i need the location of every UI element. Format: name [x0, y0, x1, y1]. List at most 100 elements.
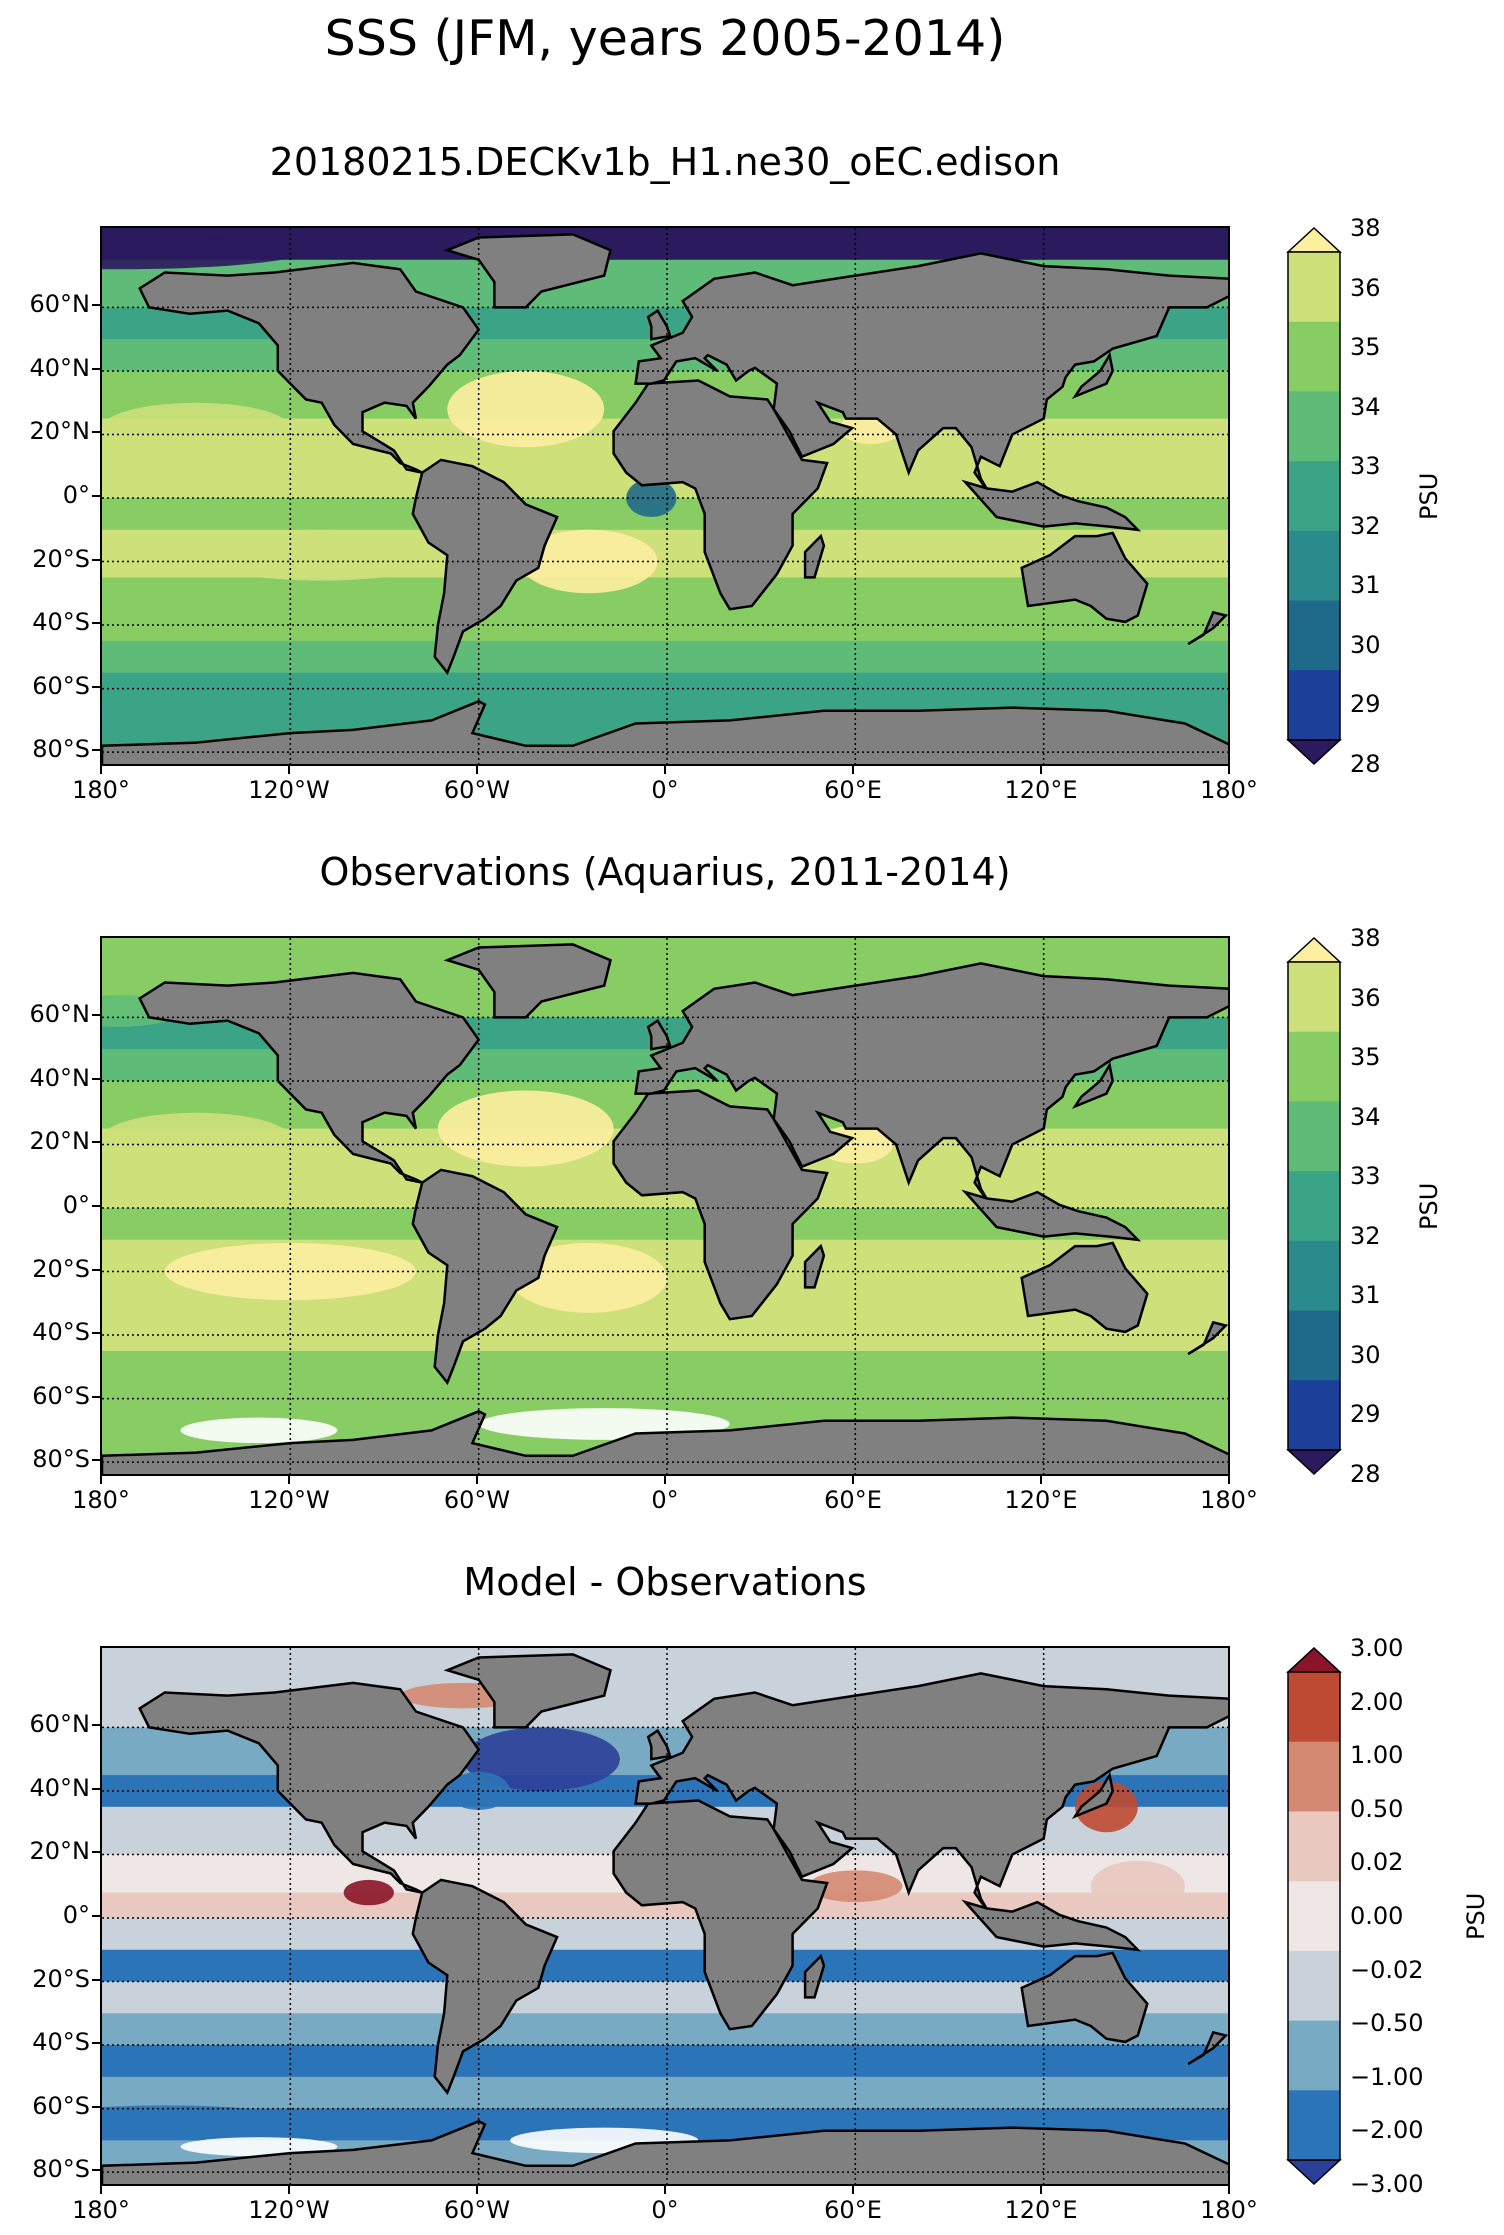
x-tick-label: 180°: [72, 776, 130, 804]
salinity-anomaly-region: [102, 402, 291, 454]
colorbar-segment: [1288, 1881, 1340, 1952]
colorbar-extend-min: [1286, 739, 1342, 766]
colorbar-segment: [1288, 1310, 1340, 1381]
map-panel: [100, 1646, 1230, 2186]
y-tick-label: 80°S: [32, 1445, 90, 1474]
x-tick-label: 0°: [651, 2196, 679, 2224]
landmass: [443, 943, 612, 1019]
x-tick-label: 120°W: [248, 776, 330, 804]
landmass: [634, 962, 1228, 1206]
salinity-band: [102, 2076, 1228, 2110]
colorbar-label: PSU: [1415, 472, 1443, 520]
x-tick-label: 60°E: [824, 1486, 882, 1514]
colorbar-tick-label: 1.00: [1350, 1741, 1404, 1770]
y-tick-label: 20°N: [29, 1127, 91, 1156]
colorbar-label: PSU: [1462, 1892, 1490, 1940]
salinity-anomaly-region: [1090, 1860, 1185, 1912]
landmass: [1187, 1320, 1228, 1356]
y-tick-mark: [92, 495, 100, 497]
colorbar-tick-label: 0.00: [1350, 1902, 1404, 1930]
landmass: [961, 479, 1142, 532]
y-tick-label: 20°S: [32, 544, 90, 573]
y-tick-label: 60°S: [32, 671, 90, 700]
colorbar-segment: [1288, 1741, 1340, 1812]
figure-title: SSS (JFM, years 2005-2014): [324, 10, 1006, 67]
colorbar-label: PSU: [1415, 1182, 1443, 1230]
map-panel: [100, 226, 1230, 766]
y-tick-mark: [92, 1395, 100, 1398]
x-tick-mark: [852, 2186, 854, 2194]
salinity-anomaly-region: [462, 1727, 620, 1791]
colorbar-segment: [1288, 1672, 1340, 1743]
y-tick-mark: [92, 367, 100, 370]
colorbar-tick-label: 33: [1350, 452, 1381, 481]
x-tick-label: 120°E: [1004, 1486, 1078, 1514]
landmass: [646, 308, 672, 341]
colorbar-extend-max: [1286, 936, 1342, 963]
colorbar-segment: [1288, 252, 1340, 323]
colorbar-segment: [1288, 1101, 1340, 1172]
y-tick-label: 40°N: [29, 353, 91, 382]
salinity-anomaly-region: [102, 1112, 291, 1164]
x-tick-label: 60°W: [443, 2196, 511, 2224]
salinity-anomaly-region: [343, 1879, 394, 1906]
map-plot: [102, 938, 1228, 1474]
y-tick-mark: [92, 1014, 100, 1017]
y-tick-label: 40°S: [32, 2028, 90, 2057]
salinity-anomaly-region: [102, 2105, 291, 2131]
x-tick-mark: [664, 2186, 666, 2194]
landmass: [646, 1728, 672, 1761]
salinity-band: [102, 640, 1228, 674]
x-tick-mark: [100, 1476, 102, 1484]
salinity-anomaly-region: [447, 370, 605, 448]
x-tick-label: 120°E: [1004, 776, 1078, 804]
y-tick-label: 40°S: [32, 1318, 90, 1347]
panel-title: Model - Observations: [463, 1560, 867, 1604]
y-tick-label: 40°N: [29, 1063, 91, 1092]
colorbar-tick-label: 36: [1350, 983, 1381, 1012]
colorbar-segment: [1288, 2020, 1340, 2091]
colorbar-tick-label: 31: [1350, 1281, 1381, 1310]
landmass: [961, 1189, 1142, 1242]
landmass: [1071, 1771, 1115, 1820]
colorbar-tick-label: −1.00: [1350, 2062, 1424, 2091]
salinity-anomaly-region: [1075, 1781, 1138, 1833]
y-tick-mark: [92, 749, 100, 752]
x-tick-mark: [288, 766, 290, 774]
colorbar-segment: [1288, 2090, 1340, 2161]
landmass: [1187, 610, 1228, 646]
y-tick-mark: [92, 622, 100, 625]
colorbar-outline: [1287, 1671, 1341, 2161]
colorbar-tick-label: 31: [1350, 571, 1381, 600]
x-tick-mark: [664, 1476, 666, 1484]
colorbar-segment: [1288, 321, 1340, 392]
y-tick-label: 40°S: [32, 608, 90, 637]
y-tick-label: 60°S: [32, 1381, 90, 1410]
colorbar-tick-label: 34: [1350, 392, 1381, 421]
y-tick-mark: [92, 2105, 100, 2108]
landmass: [138, 1681, 481, 1894]
salinity-band: [102, 1949, 1228, 1983]
x-tick-mark: [1228, 1476, 1230, 1484]
y-tick-mark: [92, 1205, 100, 1207]
colorbar-tick-label: 30: [1350, 630, 1381, 659]
x-tick-label: 60°E: [824, 2196, 882, 2224]
x-tick-mark: [1040, 1476, 1042, 1484]
colorbar-segment: [1288, 1031, 1340, 1102]
colorbar-tick-label: 38: [1350, 214, 1381, 242]
x-tick-mark: [288, 2186, 290, 2194]
landmass: [634, 252, 1228, 496]
y-tick-mark: [92, 1459, 100, 1462]
colorbar-tick-label: 34: [1350, 1102, 1381, 1131]
landmass: [138, 971, 481, 1184]
y-tick-mark: [92, 304, 100, 307]
landmass: [1071, 1061, 1115, 1110]
colorbar-extend-max: [1286, 226, 1342, 253]
colorbar-segment: [1288, 1380, 1340, 1451]
landmass: [138, 261, 481, 474]
x-tick-label: 120°E: [1004, 2196, 1078, 2224]
y-tick-label: 0°: [62, 1901, 90, 1929]
colorbar-tick-label: 0.02: [1350, 1848, 1404, 1877]
landmass: [803, 533, 826, 579]
colorbar-tick-label: 2.00: [1350, 1687, 1404, 1716]
